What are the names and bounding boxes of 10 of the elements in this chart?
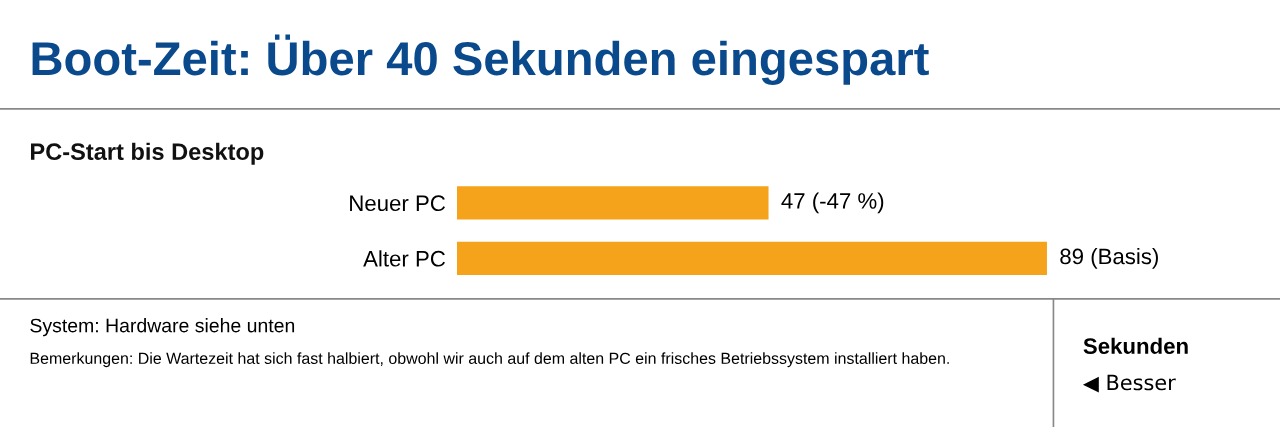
text: ◀ Besser xyxy=(1082,374,1176,393)
data-label: 89 (Basis) xyxy=(1060,247,1158,269)
chart-title: Boot-Zeit: Über 40 Sekunden eingespart xyxy=(32,34,929,85)
data-label: 47 (-47 %) xyxy=(781,192,884,214)
y-tick-label: Neuer PC xyxy=(350,195,446,212)
text: Sekunden xyxy=(1083,337,1188,354)
y-tick-label: Alter PC xyxy=(363,250,445,267)
text: PC-Start bis Desktop xyxy=(31,142,264,165)
text: System: Hardware siehe unten xyxy=(30,318,295,337)
text: Bemerkungen: Die Wartezeit hat sich fast halbiert, obwohl wir auch auf dem alten PC ein frisches Betriebssystem installiert haben. xyxy=(30,352,949,368)
